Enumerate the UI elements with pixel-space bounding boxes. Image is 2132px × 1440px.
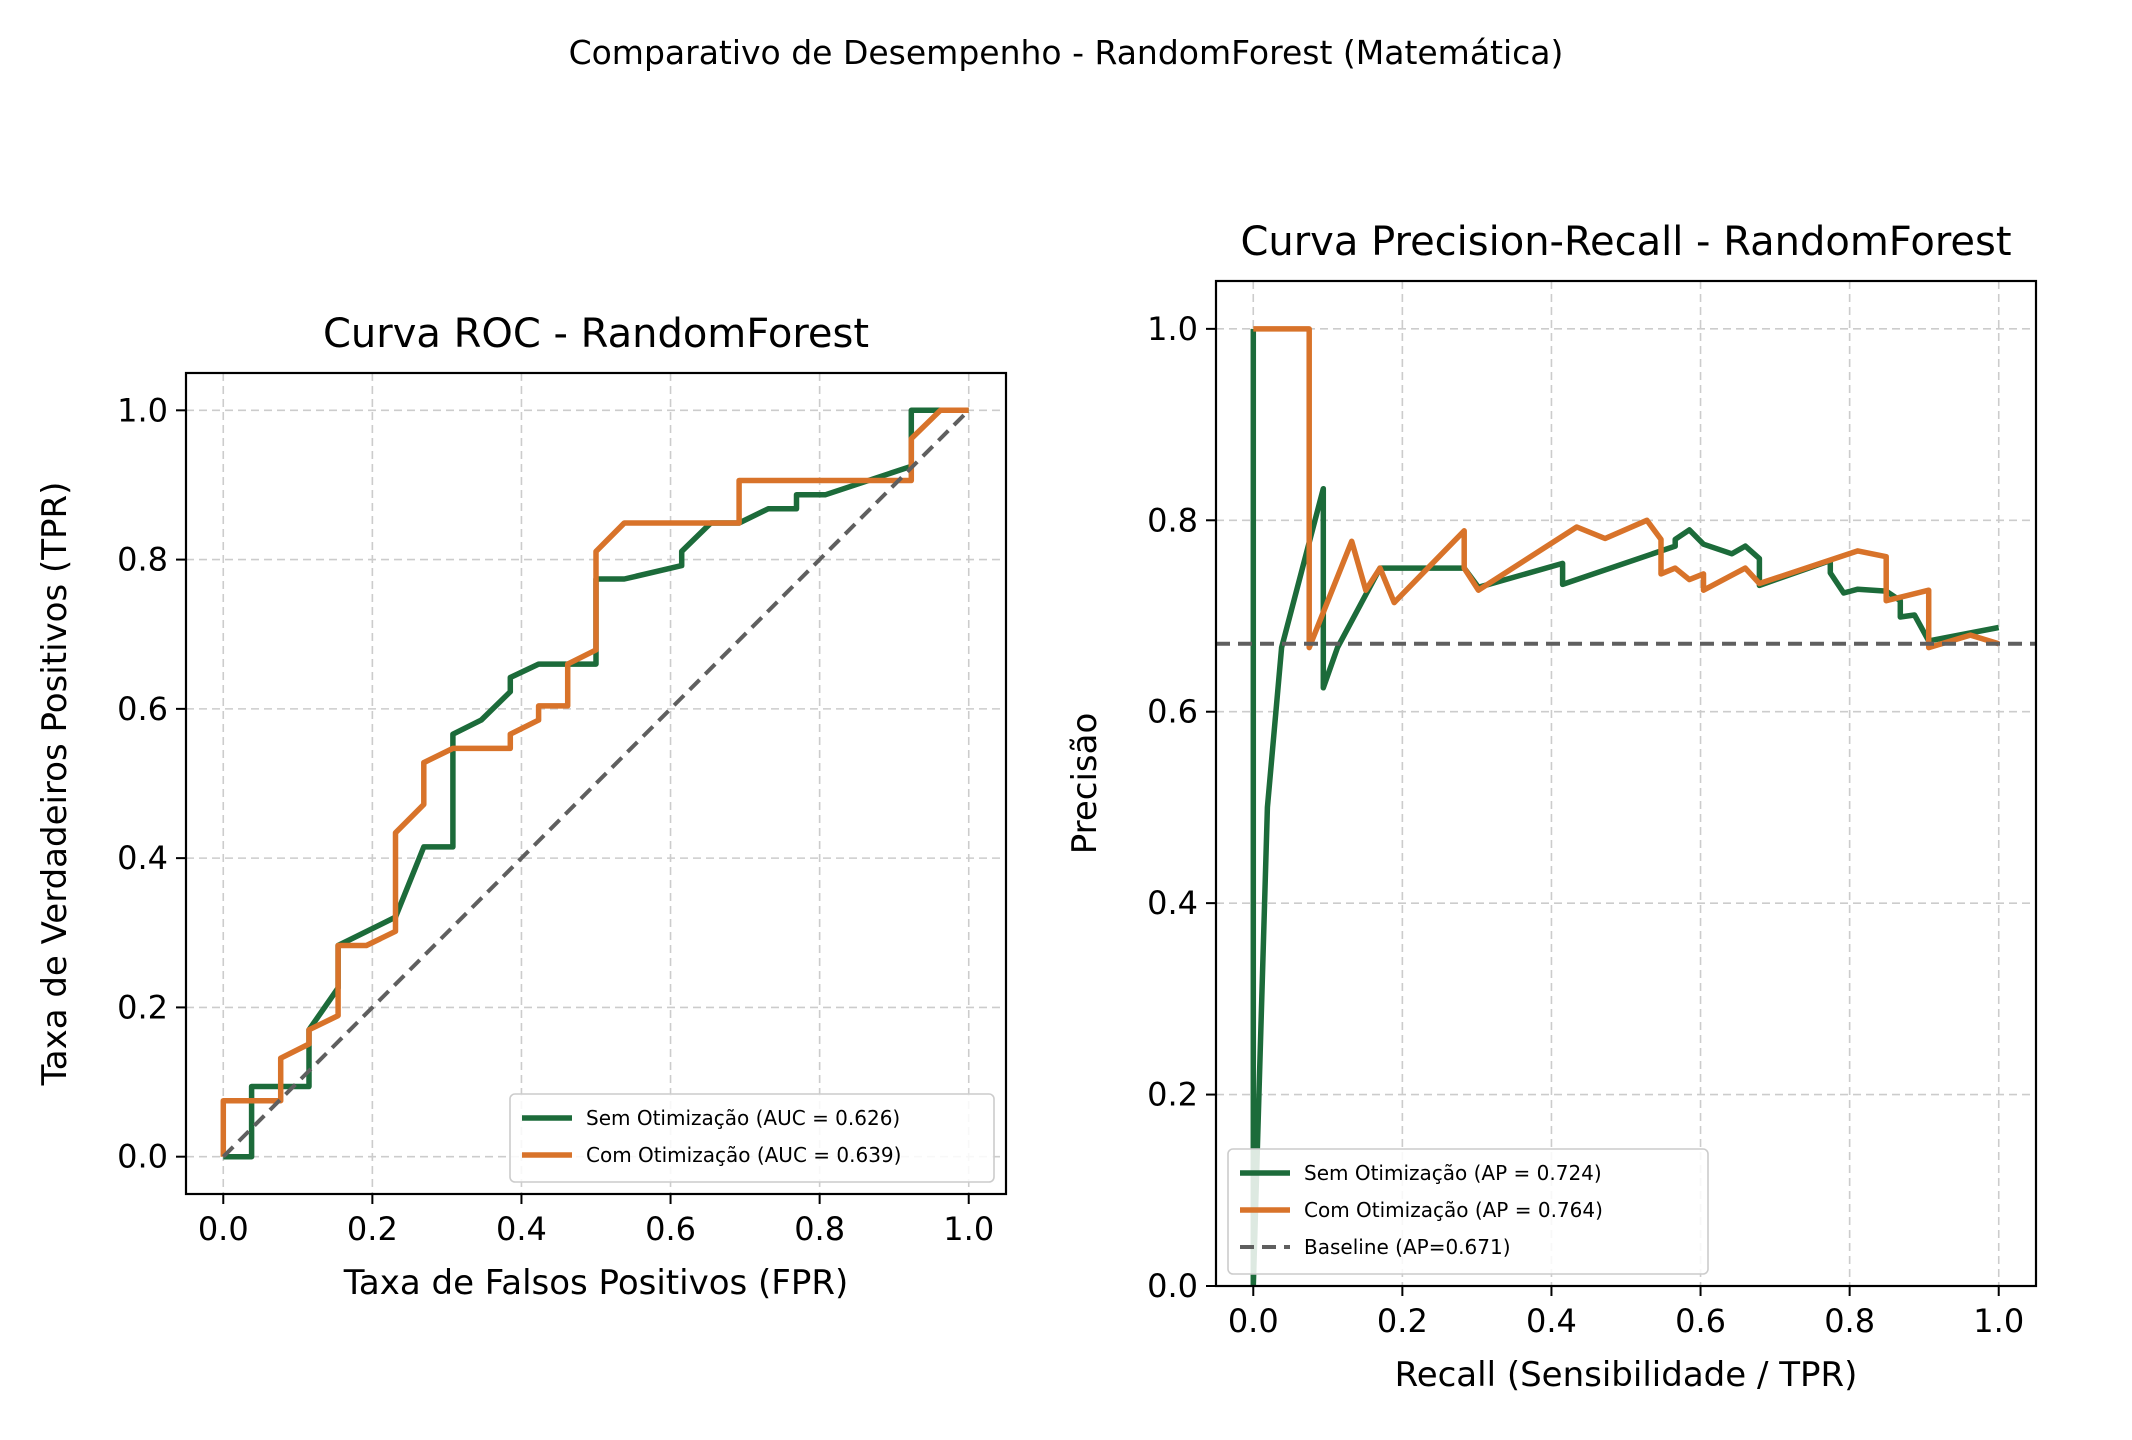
y-tick-label: 0.2 [1147, 1076, 1198, 1114]
legend-box [1227, 1148, 1709, 1275]
series-line-com [220, 407, 969, 1157]
y-tick-label: 0.4 [117, 839, 168, 877]
precision-recall-plot: 0.0 0.2 0.4 0.6 0.8 1.0 0.0 0.2 0.4 0.6 0.8 1.0 Curv… [1065, 219, 2038, 1395]
y-tick-label: 1.0 [117, 391, 168, 429]
x-axis-label: Taxa de Falsos Positivos (FPR) [343, 1263, 849, 1303]
x-tick-label: 0.4 [496, 1210, 547, 1248]
y-tick-label: 0.0 [117, 1138, 168, 1176]
x-tick-label: 1.0 [943, 1210, 994, 1248]
legend: Sem Otimização (AP = 0.724) Com Otimizaçã… [1227, 1148, 1709, 1275]
x-tick-label: 0.2 [347, 1210, 398, 1248]
roc-plot: 0.0 0.2 0.4 0.6 0.8 1.0 0.0 0.2 0.4 0.6 0.8 1.0 Curv… [35, 311, 1008, 1303]
x-tick-label: 0.0 [1228, 1302, 1279, 1340]
figure-suptitle: Comparativo de Desempenho - RandomForest… [569, 33, 1564, 72]
y-tick-label: 0.0 [1147, 1267, 1198, 1305]
axes-frame [1214, 279, 2038, 1288]
y-tick-label: 0.4 [1147, 884, 1198, 922]
legend-label: Sem Otimização (AUC = 0.626) [586, 1106, 900, 1130]
x-axis-label: Recall (Sensibilidade / TPR) [1395, 1355, 1858, 1395]
x-tick-label: 0.0 [198, 1210, 249, 1248]
legend-label: Sem Otimização (AP = 0.724) [1304, 1161, 1602, 1185]
y-axis-label: Taxa de Verdadeiros Positivos (TPR) [35, 482, 75, 1087]
legend-box [509, 1093, 995, 1183]
series-group [1216, 326, 2036, 1286]
x-tick-label: 0.4 [1526, 1302, 1577, 1340]
x-tick-label: 0.8 [794, 1210, 845, 1248]
x-tick-label: 0.6 [645, 1210, 696, 1248]
series-line-sem [1250, 328, 2000, 1286]
x-tick-label: 0.8 [1824, 1302, 1875, 1340]
axes-frame [184, 371, 1008, 1196]
series-group [220, 407, 971, 1160]
x-tick-label: 0.6 [1675, 1302, 1726, 1340]
y-tick-label: 0.6 [117, 690, 168, 728]
y-tick-label: 0.2 [117, 988, 168, 1026]
y-axis-label: Precisão [1065, 713, 1105, 855]
x-tick-label: 1.0 [1973, 1302, 2024, 1340]
y-tick-label: 1.0 [1147, 310, 1198, 348]
y-tick-label: 0.8 [117, 541, 168, 579]
legend-label: Com Otimização (AP = 0.764) [1304, 1198, 1603, 1222]
y-tick-label: 0.8 [1147, 501, 1198, 539]
y-tick-label: 0.6 [1147, 693, 1198, 731]
chart-title: Curva Precision-Recall - RandomForest [1240, 219, 2011, 265]
series-line-com [1253, 326, 2000, 651]
legend-label: Com Otimização (AUC = 0.639) [586, 1143, 901, 1167]
legend-label: Baseline (AP=0.671) [1304, 1235, 1511, 1259]
x-tick-label: 0.2 [1377, 1302, 1428, 1340]
series-line-baseline [221, 408, 971, 1159]
chart-title: Curva ROC - RandomForest [323, 311, 869, 357]
legend: Sem Otimização (AUC = 0.626) Com Otimizaç… [509, 1093, 995, 1183]
